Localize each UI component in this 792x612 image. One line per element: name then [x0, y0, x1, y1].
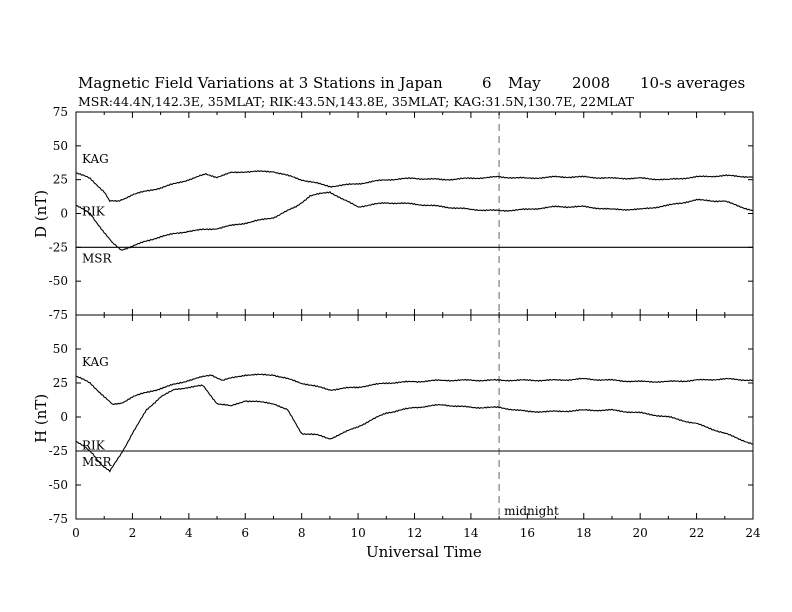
h-station-label-rik: RIK: [82, 438, 106, 452]
x-tick-label: 8: [298, 526, 306, 540]
x-tick-label: 0: [72, 526, 80, 540]
chart-year: 2008: [572, 74, 610, 92]
h-y-tick-label: 25: [53, 376, 68, 390]
d-y-tick-label: -50: [49, 274, 68, 288]
chart-cadence: 10-s averages: [640, 74, 745, 92]
chart-day: 6: [482, 74, 492, 92]
plot-marks: -75 -50 -25 0 25 50 75 KAG RIK MSR -75 -50 -25 0 25 50 0…: [49, 105, 761, 540]
d-series-kag: [75, 169, 754, 203]
d-y-tick-label: 25: [53, 173, 68, 187]
h-component-panel: H (nT): [32, 314, 754, 520]
x-tick-label: 16: [520, 526, 535, 540]
h-station-label-msr: MSR: [82, 455, 113, 469]
h-series-rik: [75, 384, 754, 473]
d-y-tick-label: -25: [49, 240, 68, 254]
h-panel-frame: [75, 314, 754, 520]
x-axis-label: Universal Time: [366, 543, 482, 561]
h-y-tick-label: 50: [53, 342, 68, 356]
chart-title: Magnetic Field Variations at 3 Stations …: [78, 74, 443, 92]
d-component-panel: D (nT): [32, 111, 754, 316]
d-y-tick-label: 75: [53, 105, 68, 119]
h-y-tick-label: -50: [49, 478, 68, 492]
x-tick-label: 10: [350, 526, 365, 540]
d-y-tick-label: -75: [49, 308, 68, 322]
midnight-label: midnight: [504, 504, 559, 518]
d-station-label-kag: KAG: [82, 152, 109, 166]
d-y-tick-label: 50: [53, 139, 68, 153]
h-series-kag: [75, 373, 754, 405]
d-station-label-msr: MSR: [82, 251, 113, 265]
d-station-label-rik: RIK: [82, 204, 106, 218]
h-station-label-kag: KAG: [82, 355, 109, 369]
d-y-tick-label: 0: [60, 207, 68, 221]
chart-month: May: [508, 74, 541, 92]
x-tick-label: 12: [407, 526, 422, 540]
x-tick-label: 14: [463, 526, 479, 540]
x-tick-label: 2: [129, 526, 137, 540]
h-axis-label: H (nT): [32, 394, 50, 443]
x-tick-label: 20: [633, 526, 648, 540]
x-tick-label: 24: [745, 526, 761, 540]
x-tick-label: 18: [576, 526, 591, 540]
d-series-rik: [75, 191, 754, 251]
stations-subtitle: MSR:44.4N,142.3E, 35MLAT; RIK:43.5N,143.…: [78, 94, 635, 109]
x-tick-label: 6: [241, 526, 249, 540]
x-tick-label: 4: [185, 526, 193, 540]
h-y-tick-label: 0: [60, 410, 68, 424]
d-panel-frame: [75, 111, 754, 316]
x-tick-label: 22: [689, 526, 704, 540]
h-y-tick-label: -25: [49, 444, 68, 458]
h-y-tick-label: -75: [49, 512, 68, 526]
d-axis-label: D (nT): [32, 190, 50, 238]
